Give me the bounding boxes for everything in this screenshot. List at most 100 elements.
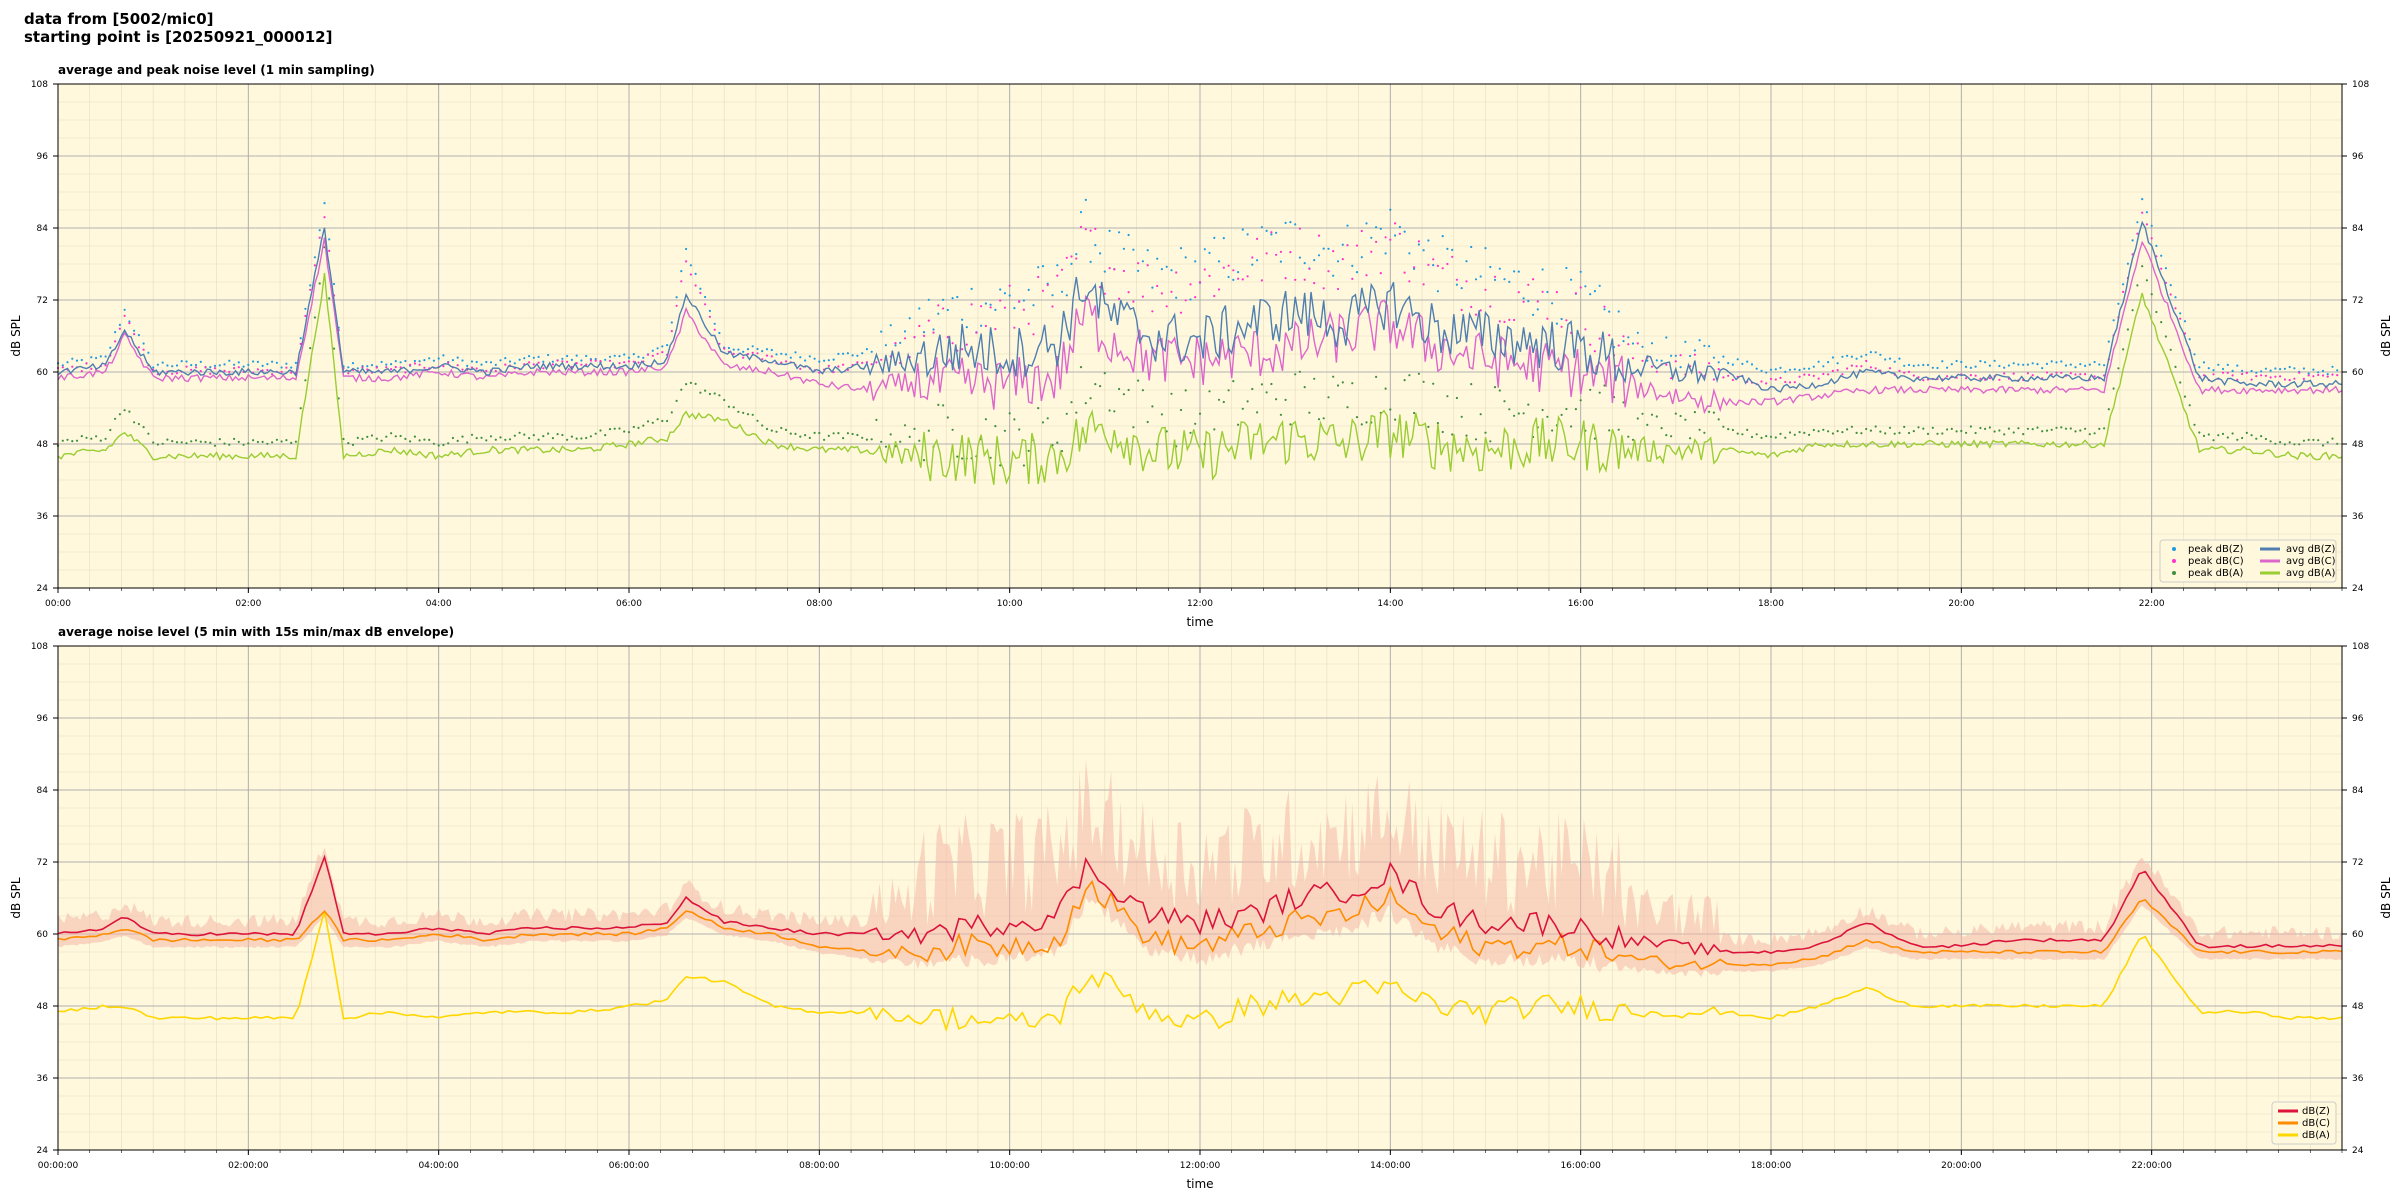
- peak-point: [1831, 432, 1834, 435]
- peak-point: [1203, 268, 1206, 271]
- peak-point: [1265, 391, 1268, 394]
- peak-point: [2026, 372, 2029, 375]
- peak-point: [1570, 425, 1573, 428]
- peak-point: [1232, 380, 1235, 383]
- peak-point: [304, 314, 307, 318]
- peak-point: [404, 437, 407, 440]
- peak-point: [2260, 435, 2263, 438]
- peak-point: [2136, 221, 2139, 224]
- peak-point: [133, 333, 136, 336]
- peak-point: [1817, 377, 1820, 380]
- peak-point: [1222, 237, 1225, 240]
- peak-point: [951, 342, 954, 345]
- peak-point: [1812, 374, 1815, 377]
- y-tick-label: 108: [31, 642, 48, 652]
- peak-point: [404, 359, 407, 363]
- peak-point: [2264, 437, 2267, 441]
- peak-point: [2274, 442, 2277, 445]
- peak-point: [547, 432, 550, 435]
- peak-point: [737, 348, 740, 351]
- peak-point: [1465, 280, 1468, 283]
- peak-point: [1484, 431, 1487, 434]
- peak-point: [2031, 374, 2034, 377]
- y-tick-label-right: 24: [2352, 1146, 2364, 1156]
- peak-point: [2279, 441, 2282, 444]
- peak-point: [594, 357, 597, 361]
- peak-point: [1551, 302, 1554, 305]
- peak-point: [323, 216, 326, 219]
- peak-point: [1670, 354, 1673, 357]
- peak-point: [718, 394, 721, 397]
- peak-point: [223, 363, 226, 366]
- peak-point: [256, 360, 259, 363]
- peak-point: [1279, 413, 1282, 416]
- peak-point: [61, 439, 64, 442]
- peak-point: [742, 411, 745, 414]
- peak-point: [423, 366, 426, 369]
- legend-label: dB(Z): [2302, 1106, 2330, 1117]
- peak-point: [2169, 284, 2172, 287]
- peak-point: [561, 357, 564, 360]
- series-line-db(z): [57, 854, 2343, 956]
- peak-point: [746, 352, 750, 356]
- peak-point: [1313, 282, 1316, 285]
- peak-point: [922, 331, 926, 334]
- peak-point: [989, 306, 992, 309]
- peak-point: [1108, 267, 1111, 270]
- peak-point: [1384, 252, 1387, 255]
- peak-point: [875, 418, 878, 421]
- peak-point: [1375, 240, 1378, 243]
- peak-point: [1665, 434, 1668, 437]
- peak-point: [90, 437, 93, 440]
- peak-point: [1589, 293, 1592, 296]
- peak-point: [2331, 437, 2334, 440]
- peak-point: [1922, 363, 1925, 367]
- peak-point: [2122, 283, 2125, 286]
- panel-bottom: average noise level (5 min with 15s min/…: [9, 625, 2393, 1191]
- peak-point: [2298, 371, 2301, 374]
- peak-point: [1750, 435, 1754, 439]
- peak-point: [2031, 428, 2034, 431]
- peak-point: [723, 398, 726, 402]
- peak-point: [2207, 367, 2210, 370]
- peak-point: [2264, 374, 2267, 377]
- peak-point: [908, 435, 911, 438]
- peak-point: [942, 307, 945, 310]
- peak-point: [228, 443, 231, 446]
- peak-point: [285, 439, 288, 442]
- peak-point: [1389, 408, 1392, 411]
- x-tick-label: 06:00: [616, 599, 642, 609]
- peak-point: [1322, 287, 1325, 290]
- peak-point: [1132, 248, 1135, 251]
- peak-point: [1336, 260, 1340, 263]
- peak-point: [466, 441, 469, 444]
- peak-point: [689, 273, 693, 276]
- peak-point: [2331, 373, 2334, 376]
- peak-point: [1432, 382, 1435, 385]
- peak-point: [489, 435, 493, 438]
- peak-point: [2103, 364, 2106, 367]
- peak-point: [661, 345, 664, 348]
- peak-point: [1436, 264, 1439, 267]
- peak-point: [2255, 375, 2258, 378]
- peak-point: [199, 370, 202, 373]
- peak-point: [1788, 431, 1792, 434]
- peak-point: [1570, 278, 1573, 281]
- peak-point: [532, 356, 535, 359]
- peak-point: [1417, 372, 1420, 375]
- peak-point: [999, 464, 1002, 467]
- peak-point: [1627, 336, 1630, 339]
- peak-point: [156, 443, 159, 446]
- peak-point: [1503, 320, 1506, 323]
- peak-point: [1931, 426, 1934, 429]
- peak-point: [1560, 413, 1563, 416]
- peak-point: [1037, 275, 1040, 279]
- peak-point: [1422, 249, 1425, 252]
- peak-point: [1436, 290, 1439, 293]
- peak-point: [1222, 266, 1225, 269]
- peak-point: [1769, 435, 1773, 438]
- y-tick-label-right: 96: [2352, 152, 2364, 162]
- peak-point: [1998, 378, 2001, 381]
- peak-point: [1370, 250, 1373, 253]
- peak-point: [1893, 360, 1896, 363]
